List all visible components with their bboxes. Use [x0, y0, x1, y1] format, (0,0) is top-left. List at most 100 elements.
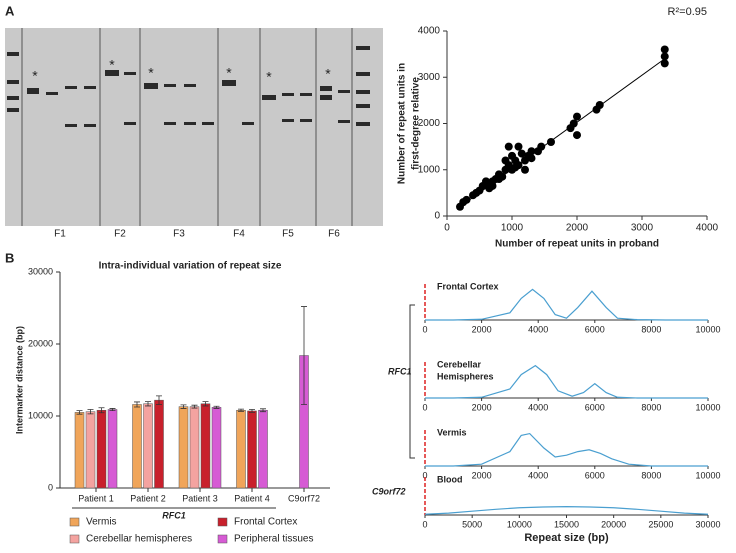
error-bar	[238, 408, 244, 412]
error-bar	[134, 401, 140, 408]
x-tick-label: 2000	[566, 223, 589, 234]
x-tick-label: 2000	[472, 402, 492, 412]
lane-label: F4	[233, 229, 245, 240]
gel-image	[5, 28, 383, 226]
legend-swatch	[217, 517, 228, 527]
error-bar	[301, 306, 307, 405]
legend-swatch	[69, 517, 80, 527]
bar	[247, 410, 257, 489]
data-point	[514, 142, 523, 151]
error-bar	[191, 404, 198, 409]
gel-separators	[21, 28, 353, 226]
x-tick-label: Patient 1	[78, 493, 114, 503]
data-point	[569, 119, 578, 128]
bar	[154, 399, 164, 489]
legend-label: Peripheral tissues	[234, 534, 313, 545]
error-bar	[260, 408, 266, 413]
x-tick-label: 2000	[472, 470, 492, 480]
legend-label: Vermis	[86, 517, 117, 528]
data-point	[537, 142, 546, 151]
lane-label: F1	[54, 229, 66, 240]
x-tick-label: 30000	[695, 519, 720, 529]
x-tick-label: C9orf72	[288, 493, 320, 503]
x-tick-label: 6000	[585, 324, 605, 334]
data-point	[514, 161, 523, 170]
data-point	[527, 147, 536, 156]
x-tick-label: 6000	[585, 470, 605, 480]
x-tick-label: 10000	[695, 470, 720, 480]
data-point	[573, 112, 581, 121]
data-point	[660, 45, 669, 54]
bar	[236, 409, 246, 489]
x-tick-label: 4000	[528, 324, 548, 334]
y-tick-label: 2000	[418, 118, 441, 129]
band-marker: *	[226, 65, 232, 81]
annotation: R²=0.95	[668, 6, 707, 18]
y-tick-label: 30000	[28, 266, 53, 276]
bar	[107, 409, 118, 489]
data-point	[527, 154, 536, 163]
x-tick-label: Patient 4	[234, 493, 270, 503]
x-tick-label: 8000	[641, 402, 661, 412]
trace-label: Blood	[437, 474, 463, 484]
y-axis-title: Intermarker distance (bp)	[14, 326, 24, 434]
y-tick-label: 0	[434, 211, 440, 222]
data-point	[517, 149, 526, 158]
bar	[96, 409, 107, 489]
x-tick-label: Patient 3	[182, 493, 218, 503]
group-label: RFC1	[388, 366, 412, 376]
error-bar	[249, 409, 255, 413]
x-tick-label: 4000	[528, 402, 548, 412]
density-curve	[425, 364, 708, 399]
trace-label: Cerebellar	[437, 359, 482, 369]
x-tick-label: 0	[422, 470, 427, 480]
x-tick-label: 3000	[631, 223, 654, 234]
x-tick-label: Patient 2	[130, 493, 166, 503]
bar	[189, 406, 200, 489]
trace-label: Hemispheres	[437, 371, 494, 381]
x-tick-label: 0	[444, 223, 450, 234]
y-tick-label: 20000	[28, 338, 53, 348]
bar	[200, 403, 211, 489]
error-bar	[87, 409, 94, 415]
group-label: RFC1	[162, 510, 186, 520]
data-point	[595, 101, 604, 109]
gel-background	[5, 28, 383, 226]
data-point	[462, 195, 471, 204]
error-bar	[202, 401, 209, 407]
error-bar	[109, 408, 116, 411]
bar	[143, 403, 153, 489]
x-tick-label: 0	[422, 324, 427, 334]
x-tick-label: 4000	[528, 470, 548, 480]
density-curve	[424, 506, 709, 515]
x-tick-label: 25000	[648, 519, 673, 529]
y-axis-title: Number of repeat units in	[397, 63, 408, 184]
lane-label: F6	[328, 229, 340, 240]
data-point	[521, 165, 529, 174]
band-marker: *	[32, 68, 38, 84]
error-bar	[145, 401, 151, 407]
x-tick-label: 10000	[507, 519, 532, 529]
legend-swatch	[69, 534, 80, 544]
bar	[258, 409, 268, 489]
error-bar	[98, 407, 105, 414]
group-label: C9orf72	[372, 486, 406, 496]
panel-label: B	[5, 250, 14, 265]
density-curve	[425, 432, 708, 467]
data-point	[660, 52, 669, 61]
x-tick-label: 4000	[696, 223, 719, 234]
data-point	[498, 172, 507, 181]
data-point	[488, 181, 497, 190]
bar	[211, 407, 222, 489]
data-point	[660, 59, 669, 68]
y-tick-label: 10000	[28, 410, 53, 420]
x-tick-label: 10000	[695, 324, 720, 334]
x-tick-label: 10000	[695, 402, 720, 412]
x-tick-label: 5000	[462, 519, 482, 529]
band-marker: *	[325, 66, 331, 82]
y-tick-label: 1000	[418, 164, 441, 175]
bar	[132, 404, 142, 489]
data-point	[504, 142, 513, 151]
y-axis-title: first-degree relative	[411, 77, 422, 170]
